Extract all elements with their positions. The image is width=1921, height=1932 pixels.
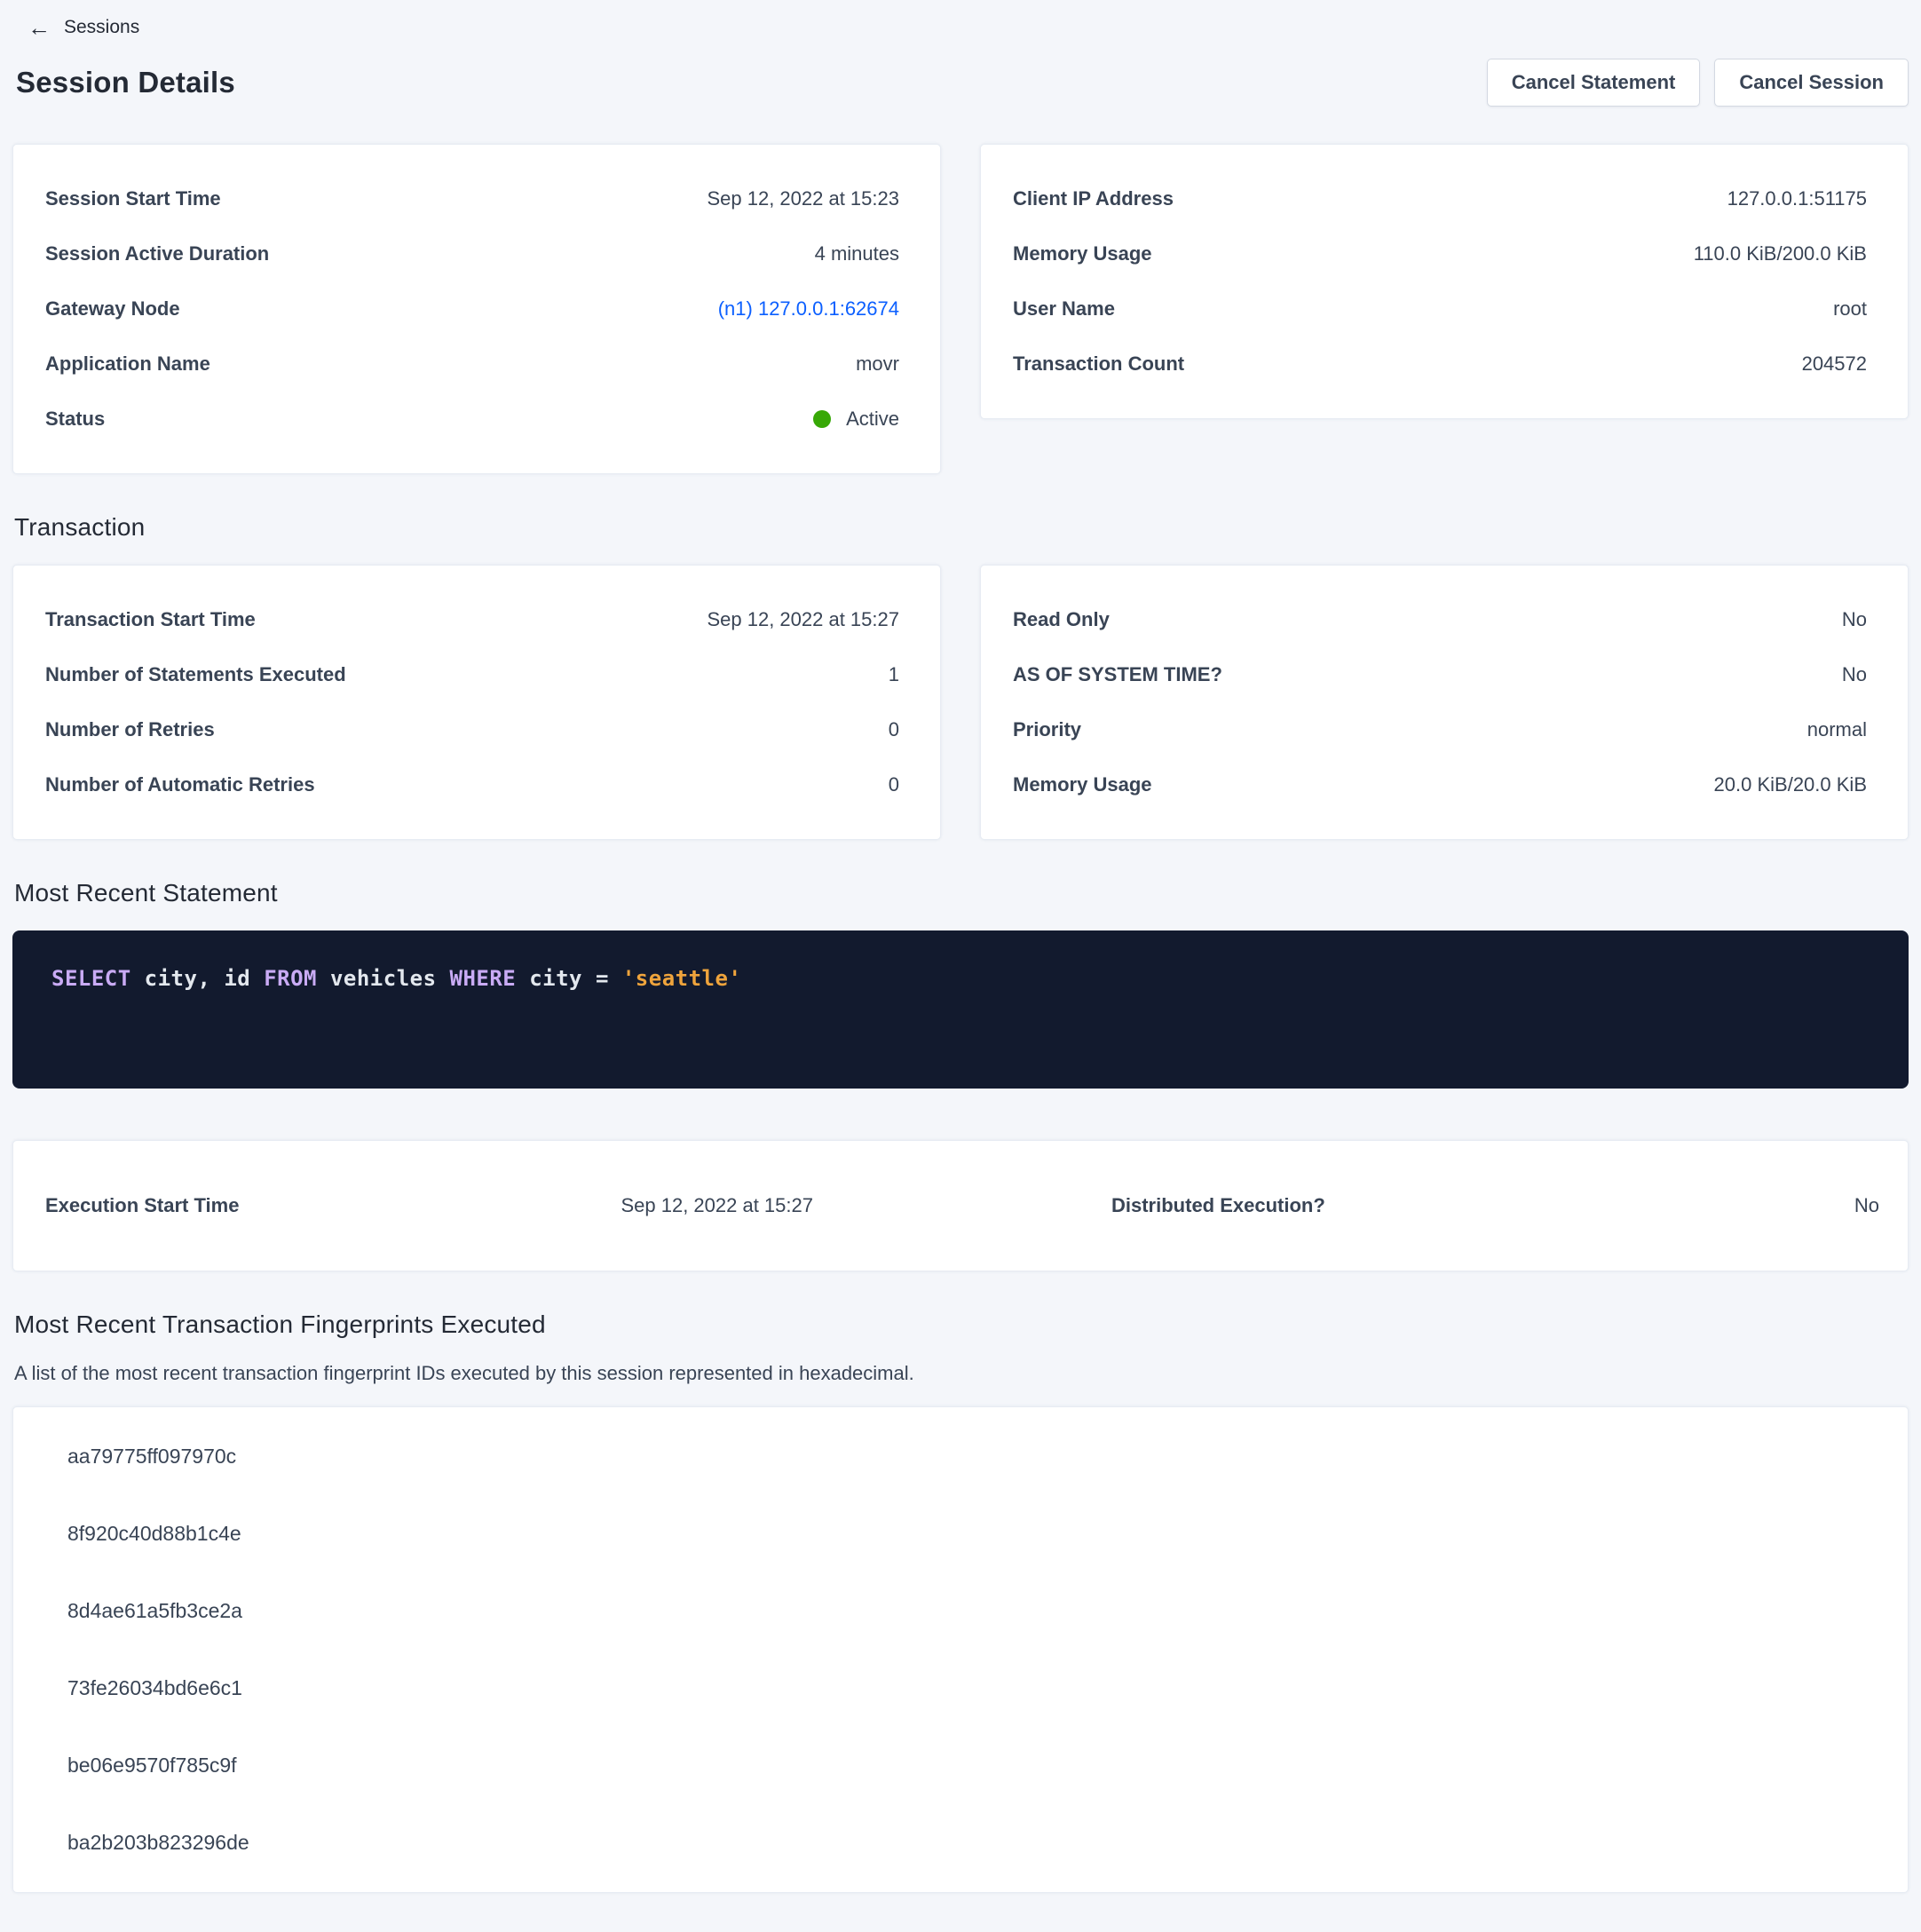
sql-statement: SELECT city, id FROM vehicles WHERE city… — [51, 966, 1870, 991]
statements-executed-row: Number of Statements Executed 1 — [45, 647, 899, 702]
status-badge: Active — [813, 408, 899, 431]
breadcrumb-label: Sessions — [64, 17, 140, 37]
row-value: normal — [1806, 718, 1867, 740]
transaction-section-heading: Transaction — [14, 513, 146, 541]
session-summary-card-right: Client IP Address 127.0.0.1:51175 Memory… — [980, 144, 1909, 419]
status-text: Active — [846, 408, 899, 430]
row-value: 20.0 KiB/20.0 KiB — [1713, 773, 1867, 796]
transaction-count-row: Transaction Count 204572 — [1013, 337, 1867, 392]
client-ip-row: Client IP Address 127.0.0.1:51175 — [1013, 171, 1867, 226]
session-active-duration-row: Session Active Duration 4 minutes — [45, 226, 899, 281]
row-value: No — [1854, 1194, 1879, 1216]
transaction-grid: Transaction Start Time Sep 12, 2022 at 1… — [12, 565, 1909, 840]
fingerprint-item: ba2b203b823296de — [67, 1831, 249, 1854]
row-value: 204572 — [1801, 352, 1867, 375]
row-label: AS OF SYSTEM TIME? — [1013, 663, 1222, 685]
row-label: Number of Retries — [45, 718, 215, 740]
session-summary-grid: Session Start Time Sep 12, 2022 at 15:23… — [12, 144, 1909, 474]
row-label: Transaction Count — [1013, 352, 1185, 375]
transaction-start-time-row: Transaction Start Time Sep 12, 2022 at 1… — [45, 592, 899, 647]
fingerprint-item: 73fe26034bd6e6c1 — [67, 1676, 242, 1699]
row-value: 127.0.0.1:51175 — [1727, 187, 1867, 210]
fingerprint-item: 8d4ae61a5fb3ce2a — [67, 1599, 242, 1622]
row-value: 4 minutes — [814, 242, 899, 265]
row-label: Memory Usage — [1013, 773, 1152, 796]
sql-keyword: SELECT — [51, 966, 131, 991]
row-value: Sep 12, 2022 at 15:27 — [707, 608, 899, 630]
automatic-retries-row: Number of Automatic Retries 0 — [45, 757, 899, 812]
row-value: root — [1833, 297, 1867, 320]
row-label: Application Name — [45, 352, 210, 375]
user-name-row: User Name root — [1013, 281, 1867, 337]
sql-text: city, id — [130, 966, 265, 991]
gateway-node-link[interactable]: (n1) 127.0.0.1:62674 — [717, 297, 899, 320]
row-value: 0 — [888, 773, 899, 796]
transaction-card-left: Transaction Start Time Sep 12, 2022 at 1… — [12, 565, 941, 840]
row-label: Priority — [1013, 718, 1082, 740]
sql-text: city = — [516, 966, 622, 991]
sql-string-literal: 'seattle' — [621, 966, 742, 991]
txn-memory-usage-row: Memory Usage 20.0 KiB/20.0 KiB — [1013, 757, 1867, 812]
row-label: Client IP Address — [1013, 187, 1174, 210]
row-value: Sep 12, 2022 at 15:23 — [707, 187, 899, 210]
priority-row: Priority normal — [1013, 702, 1867, 757]
arrow-left-icon: ← — [28, 14, 51, 41]
breadcrumb-back-sessions[interactable]: ← Sessions — [12, 9, 139, 39]
row-value: Sep 12, 2022 at 15:27 — [621, 1194, 813, 1216]
row-label: Gateway Node — [45, 297, 180, 320]
sql-text: vehicles — [317, 966, 450, 991]
row-label: Distributed Execution? — [1111, 1194, 1325, 1216]
session-summary-card-left: Session Start Time Sep 12, 2022 at 15:23… — [12, 144, 941, 474]
page-title: Session Details — [16, 66, 235, 99]
row-label: Session Active Duration — [45, 242, 270, 265]
transaction-card-right: Read Only No AS OF SYSTEM TIME? No Prior… — [980, 565, 1909, 840]
cancel-session-button[interactable]: Cancel Session — [1714, 59, 1909, 107]
number-of-retries-row: Number of Retries 0 — [45, 702, 899, 757]
row-label: Transaction Start Time — [45, 608, 256, 630]
application-name-row: Application Name movr — [45, 337, 899, 392]
fingerprints-section-heading: Most Recent Transaction Fingerprints Exe… — [14, 1310, 546, 1338]
row-label: Memory Usage — [1013, 242, 1152, 265]
row-value: No — [1841, 663, 1867, 685]
session-start-time-row: Session Start Time Sep 12, 2022 at 15:23 — [45, 171, 899, 226]
page-header: Session Details Cancel Statement Cancel … — [12, 59, 1909, 107]
row-label: Number of Automatic Retries — [45, 773, 315, 796]
row-label: Number of Statements Executed — [45, 663, 346, 685]
memory-usage-row: Memory Usage 110.0 KiB/200.0 KiB — [1013, 226, 1867, 281]
as-of-system-time-row: AS OF SYSTEM TIME? No — [1013, 647, 1867, 702]
row-label: Read Only — [1013, 608, 1110, 630]
fingerprints-description: A list of the most recent transaction fi… — [14, 1362, 914, 1384]
sql-keyword: FROM — [264, 966, 317, 991]
fingerprint-item: be06e9570f785c9f — [67, 1754, 237, 1777]
row-value: No — [1841, 608, 1867, 630]
gateway-node-row: Gateway Node (n1) 127.0.0.1:62674 — [45, 281, 899, 337]
fingerprints-card: aa79775ff097970c 8f920c40d88b1c4e 8d4ae6… — [12, 1406, 1909, 1893]
row-value: 1 — [888, 663, 899, 685]
distributed-execution-row: Distributed Execution? No — [1111, 1194, 1879, 1217]
execution-card: Execution Start Time Sep 12, 2022 at 15:… — [12, 1140, 1909, 1271]
row-label: User Name — [1013, 297, 1115, 320]
sql-code-block: SELECT city, id FROM vehicles WHERE city… — [12, 930, 1909, 1089]
execution-start-time-row: Execution Start Time Sep 12, 2022 at 15:… — [45, 1194, 813, 1217]
cancel-statement-button[interactable]: Cancel Statement — [1486, 59, 1701, 107]
row-value: 110.0 KiB/200.0 KiB — [1693, 242, 1867, 265]
row-value: movr — [856, 352, 899, 375]
most-recent-statement-heading: Most Recent Statement — [14, 879, 278, 907]
status-active-dot-icon — [813, 410, 832, 428]
row-label: Status — [45, 408, 106, 430]
header-actions: Cancel Statement Cancel Session — [1486, 59, 1909, 107]
status-row: Status Active — [45, 392, 899, 447]
fingerprint-item: 8f920c40d88b1c4e — [67, 1522, 241, 1545]
fingerprint-item: aa79775ff097970c — [67, 1445, 237, 1468]
row-label: Session Start Time — [45, 187, 221, 210]
sql-keyword: WHERE — [449, 966, 517, 991]
row-value: 0 — [888, 718, 899, 740]
row-label: Execution Start Time — [45, 1194, 240, 1216]
read-only-row: Read Only No — [1013, 592, 1867, 647]
